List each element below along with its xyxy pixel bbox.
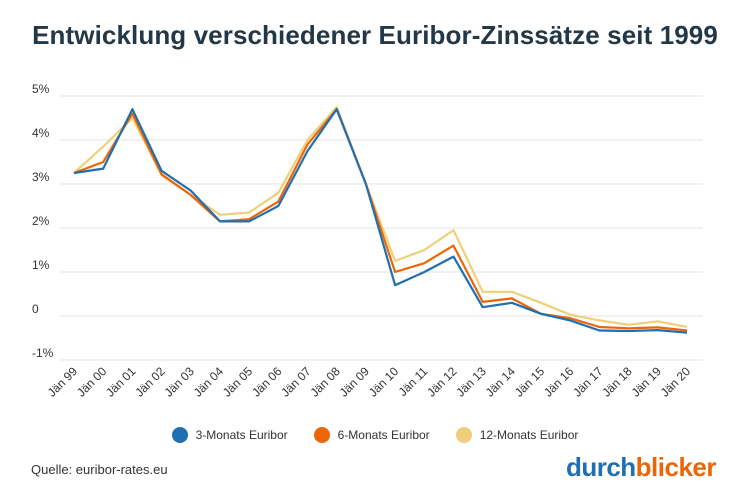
x-tick-label: Jän 14 — [483, 364, 519, 400]
x-tick-label: Jän 19 — [629, 364, 665, 400]
legend-item[interactable]: 12-Monats Euribor — [455, 427, 579, 443]
x-tick-label: Jän 08 — [307, 364, 343, 400]
brand-logo-part1: durch — [565, 452, 636, 482]
x-tick-label: Jän 04 — [191, 364, 227, 400]
legend: 3-Monats Euribor 6-Monats Euribor 12-Monat… — [0, 427, 750, 443]
y-tick-label: 1% — [32, 258, 50, 272]
x-tick-label: Jän 15 — [512, 364, 548, 400]
y-tick-label: 5% — [32, 82, 50, 96]
x-tick-label: Jän 13 — [453, 364, 489, 400]
legend-marker-icon — [313, 427, 330, 443]
y-tick-label: 2% — [32, 214, 50, 228]
brand-logo[interactable]: durchblicker — [565, 452, 717, 483]
series-lines — [73, 105, 688, 334]
x-tick-label: Jän 00 — [74, 364, 110, 400]
x-tick-label: Jän 09 — [337, 364, 373, 400]
legend-marker-icon — [455, 427, 472, 443]
x-tick-label: Jän 02 — [132, 364, 168, 400]
y-tick-label: 3% — [32, 170, 50, 184]
x-tick-label: Jän 99 — [45, 364, 81, 400]
legend-item[interactable]: 6-Monats Euribor — [313, 427, 430, 443]
series-line-2 — [73, 108, 688, 332]
brand-logo-part2: blicker — [635, 452, 717, 482]
x-tick-label: Jän 17 — [570, 364, 606, 400]
x-tick-label: Jän 20 — [658, 364, 694, 400]
x-tick-label: Jän 01 — [103, 364, 139, 400]
y-axis-ticks: 5% 4% 3% 2% 1% 0 -1% — [32, 82, 54, 360]
y-tick-label: 4% — [32, 126, 50, 140]
legend-label: 3-Monats Euribor — [195, 428, 288, 442]
x-tick-label: Jän 03 — [162, 364, 198, 400]
source-note: Quelle: euribor-rates.eu — [31, 462, 168, 477]
x-tick-label: Jän 12 — [424, 364, 460, 400]
legend-item[interactable]: 3-Monats Euribor — [171, 427, 288, 443]
chart-title: Entwicklung verschiedener Euribor-Zinssä… — [32, 20, 718, 50]
x-tick-label: Jän 06 — [249, 364, 285, 400]
grid-lines — [60, 95, 703, 361]
legend-label: 12-Monats Euribor — [479, 428, 579, 442]
x-tick-label: Jän 11 — [396, 364, 431, 399]
legend-marker-icon — [171, 427, 188, 443]
y-tick-label: -1% — [32, 346, 54, 360]
legend-label: 6-Monats Euribor — [337, 428, 430, 442]
x-tick-label: Jän 07 — [278, 364, 314, 400]
series-line-1 — [73, 108, 688, 334]
x-tick-label: Jän 05 — [220, 364, 256, 400]
x-tick-label: Jän 18 — [599, 364, 635, 400]
x-tick-label: Jän 10 — [366, 364, 402, 400]
y-tick-label: 0 — [32, 302, 39, 316]
x-tick-label: Jän 16 — [541, 364, 577, 400]
